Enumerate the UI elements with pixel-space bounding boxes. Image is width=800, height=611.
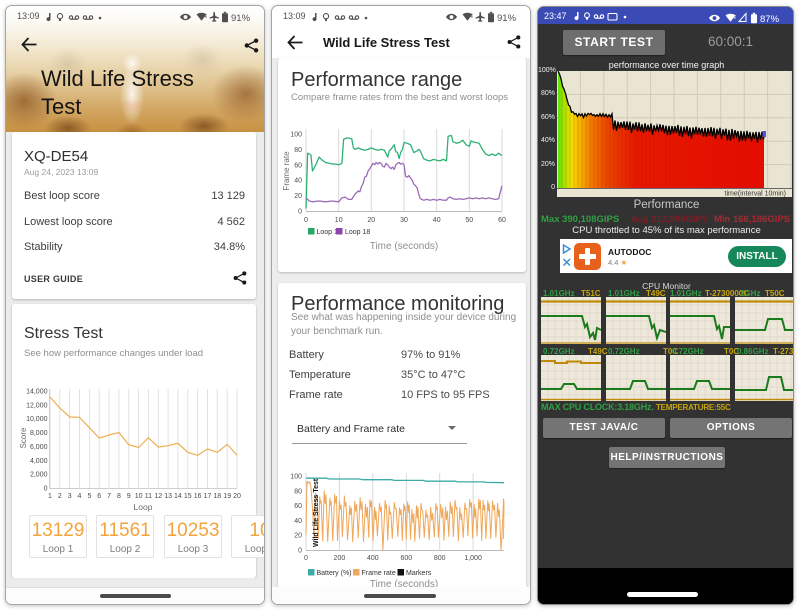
svg-text:800: 800 bbox=[434, 555, 446, 562]
svg-text:Loop: Loop bbox=[134, 502, 153, 512]
svg-text:14: 14 bbox=[174, 493, 182, 500]
svg-text:1: 1 bbox=[48, 493, 52, 500]
svg-text:100: 100 bbox=[290, 132, 302, 139]
svg-text:100: 100 bbox=[290, 474, 302, 481]
svg-text:Battery (%): Battery (%) bbox=[317, 570, 352, 577]
svg-text:20: 20 bbox=[233, 493, 241, 500]
svg-text:9: 9 bbox=[127, 493, 131, 500]
svg-text:11: 11 bbox=[145, 493, 152, 500]
svg-text:Frame rate: Frame rate bbox=[282, 151, 291, 191]
svg-text:10: 10 bbox=[335, 217, 343, 224]
svg-text:0: 0 bbox=[304, 217, 308, 224]
svg-text:16: 16 bbox=[194, 493, 202, 500]
svg-text:12: 12 bbox=[154, 493, 162, 500]
svg-text:80: 80 bbox=[294, 488, 302, 495]
svg-text:91%: 91% bbox=[231, 13, 251, 23]
svg-text:18: 18 bbox=[213, 493, 221, 500]
svg-text:2,000: 2,000 bbox=[30, 472, 48, 479]
svg-text:20: 20 bbox=[294, 193, 302, 200]
svg-text:60: 60 bbox=[294, 162, 302, 169]
svg-text:17: 17 bbox=[204, 493, 212, 500]
svg-text:0: 0 bbox=[298, 209, 302, 216]
svg-text:60: 60 bbox=[294, 503, 302, 510]
svg-text:Markers: Markers bbox=[406, 570, 432, 577]
svg-text:8,000: 8,000 bbox=[30, 430, 48, 437]
svg-text:7: 7 bbox=[107, 493, 111, 500]
svg-text:14,000: 14,000 bbox=[26, 389, 48, 396]
svg-text:12,000: 12,000 bbox=[26, 402, 48, 409]
svg-text:13: 13 bbox=[164, 493, 172, 500]
svg-text:40: 40 bbox=[433, 217, 441, 224]
svg-text:50: 50 bbox=[465, 217, 473, 224]
svg-text:Score: Score bbox=[19, 427, 28, 448]
svg-text:2: 2 bbox=[58, 493, 62, 500]
svg-text:0: 0 bbox=[44, 486, 48, 493]
svg-text:6,000: 6,000 bbox=[30, 444, 48, 451]
svg-text:Loop 18: Loop 18 bbox=[345, 229, 370, 236]
svg-text:time(interval 10min): time(interval 10min) bbox=[725, 191, 786, 198]
svg-text:Time (seconds): Time (seconds) bbox=[370, 579, 439, 590]
svg-text:40: 40 bbox=[294, 178, 302, 185]
svg-text:200: 200 bbox=[334, 555, 346, 562]
svg-text:19: 19 bbox=[223, 493, 231, 500]
svg-text:6: 6 bbox=[97, 493, 101, 500]
svg-text:Loop 1: Loop 1 bbox=[317, 229, 339, 236]
svg-text:3: 3 bbox=[68, 493, 72, 500]
svg-text:4: 4 bbox=[78, 493, 82, 500]
svg-text:0: 0 bbox=[298, 548, 302, 555]
svg-text:400: 400 bbox=[367, 555, 379, 562]
svg-text:4,000: 4,000 bbox=[30, 458, 48, 465]
svg-text:600: 600 bbox=[400, 555, 412, 562]
svg-text:91%: 91% bbox=[497, 13, 517, 23]
svg-text:80: 80 bbox=[294, 147, 302, 154]
svg-text:5: 5 bbox=[87, 493, 91, 500]
svg-text:40: 40 bbox=[294, 518, 302, 525]
svg-text:15: 15 bbox=[184, 493, 192, 500]
svg-text:Time (seconds): Time (seconds) bbox=[370, 241, 439, 252]
svg-text:20: 20 bbox=[367, 217, 375, 224]
svg-text:10,000: 10,000 bbox=[26, 416, 48, 423]
svg-text:Wild Life Stress Test: Wild Life Stress Test bbox=[313, 478, 320, 547]
svg-text:0: 0 bbox=[304, 555, 308, 562]
svg-text:60: 60 bbox=[498, 217, 506, 224]
svg-text:8: 8 bbox=[117, 493, 121, 500]
svg-text:87%: 87% bbox=[760, 14, 780, 24]
svg-text:30: 30 bbox=[400, 217, 408, 224]
svg-text:20: 20 bbox=[294, 533, 302, 540]
svg-text:1,000: 1,000 bbox=[464, 555, 482, 562]
svg-text:Frame rate: Frame rate bbox=[362, 570, 396, 577]
svg-text:10: 10 bbox=[135, 493, 143, 500]
